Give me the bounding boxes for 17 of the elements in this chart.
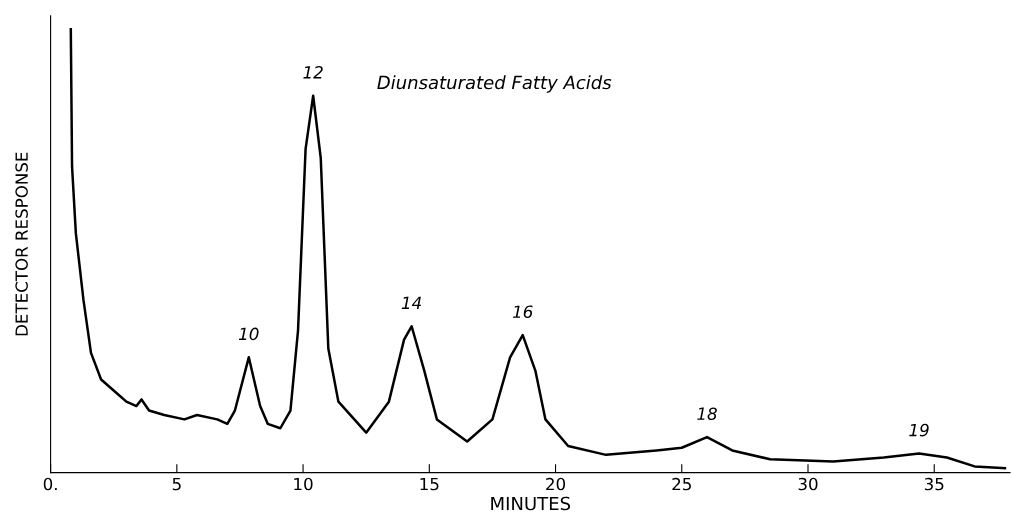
x-tick-label: 20 [546,477,566,491]
annotation: 16 [512,305,533,319]
annotation: 10 [239,327,259,341]
x-tick-label: 10 [294,477,313,491]
y-axis-title: DETECTOR RESPONSE [15,152,28,336]
x-axis-title: MINUTES [491,496,571,511]
annotation: 14 [401,296,422,309]
x-tick-label: 0. [43,477,57,491]
x-tick-label: 15 [420,477,439,491]
annotation: 12 [303,66,323,79]
annotation: 18 [697,407,717,420]
x-tick-label: 5 [172,477,181,491]
annotation: 19 [909,423,929,437]
text: Diunsaturated Fatty Acids [377,75,612,93]
x-tick-label: 25 [672,477,691,491]
x-tick-label: 35 [924,477,944,491]
x-tick-label: 30 [798,477,818,491]
